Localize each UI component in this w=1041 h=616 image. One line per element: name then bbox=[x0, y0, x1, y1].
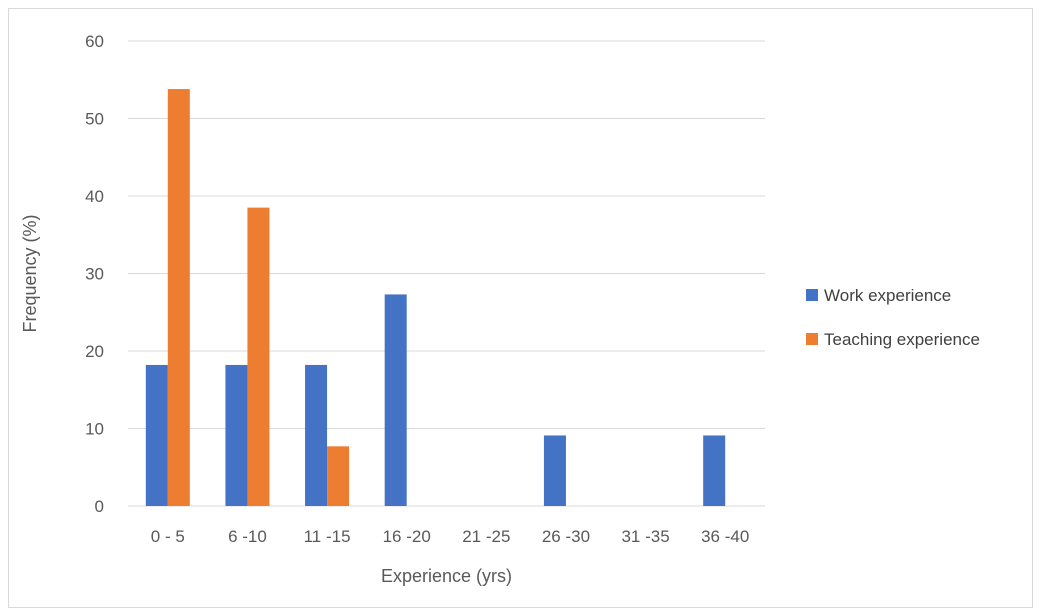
bar-work-experience bbox=[305, 364, 328, 506]
legend-swatch bbox=[806, 333, 818, 345]
y-tick-label: 40 bbox=[85, 187, 104, 206]
bar-work-experience bbox=[145, 364, 168, 506]
y-tick-label: 0 bbox=[95, 497, 104, 516]
bar-teaching-experience bbox=[167, 89, 190, 507]
legend: Work experience Teaching experience bbox=[806, 286, 980, 349]
bar-work-experience bbox=[384, 294, 407, 506]
legend-label: Work experience bbox=[824, 286, 951, 305]
legend-swatch bbox=[806, 289, 818, 301]
bar-teaching-experience bbox=[327, 446, 350, 506]
x-axis-title: Experience (yrs) bbox=[381, 566, 512, 586]
y-axis-title: Frequency (%) bbox=[20, 214, 40, 332]
x-tick-label: 21 -25 bbox=[462, 527, 510, 546]
y-tick-label: 50 bbox=[85, 110, 104, 129]
x-tick-label: 31 -35 bbox=[621, 527, 669, 546]
x-tick-label: 6 -10 bbox=[228, 527, 267, 546]
x-tick-label: 0 - 5 bbox=[151, 527, 185, 546]
x-axis-tick-labels: 0 - 5 6 -10 11 -15 16 -20 21 -25 26 -30 31 -35… bbox=[151, 527, 749, 546]
y-tick-label: 30 bbox=[85, 265, 104, 284]
y-tick-label: 20 bbox=[85, 342, 104, 361]
y-axis-tick-labels: 0 10 20 30 40 50 60 bbox=[85, 32, 104, 516]
y-tick-label: 60 bbox=[85, 32, 104, 51]
x-tick-label: 11 -15 bbox=[304, 527, 351, 546]
bar-work-experience bbox=[703, 435, 726, 506]
x-tick-label: 26 -30 bbox=[542, 527, 590, 546]
x-tick-label: 36 -40 bbox=[701, 527, 749, 546]
bar-teaching-experience bbox=[247, 207, 270, 506]
bar-work-experience bbox=[225, 364, 248, 506]
gridlines bbox=[128, 40, 765, 507]
legend-label: Teaching experience bbox=[824, 330, 980, 349]
bar-work-experience bbox=[543, 435, 566, 506]
bars bbox=[145, 89, 726, 507]
y-tick-label: 10 bbox=[85, 420, 104, 439]
x-tick-label: 16 -20 bbox=[383, 527, 431, 546]
